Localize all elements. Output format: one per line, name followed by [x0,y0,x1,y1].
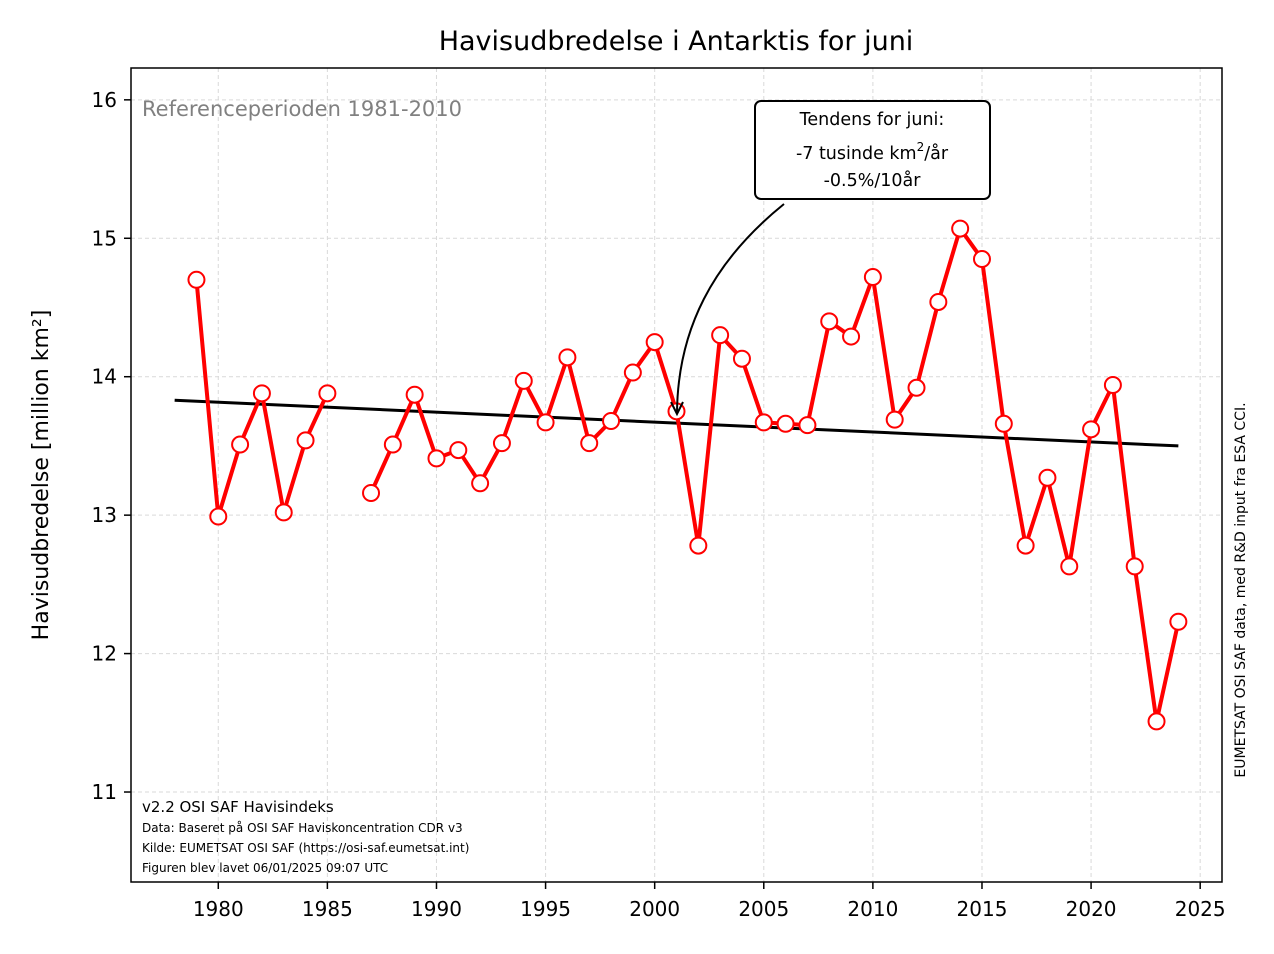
data-point [863,268,882,287]
footer-version: v2.2 OSI SAF Havisindeks [142,798,334,816]
data-point [492,434,511,453]
trend-box-line2-prefix: -7 tusinde km [796,144,917,164]
data-point [362,483,381,502]
data-point [972,250,991,269]
data-point [842,327,861,346]
trend-arrow-head [670,401,684,417]
data-point [231,435,250,454]
data-point [1125,557,1144,576]
y-tick-label: 16 [92,88,117,112]
y-tick-label: 12 [92,642,117,666]
data-point [689,536,708,555]
x-tick-label: 2000 [629,897,680,921]
data-point [798,416,817,435]
data-series [187,219,1188,731]
data-point [1038,468,1057,487]
x-tick-label: 2010 [847,897,898,921]
data-point [820,312,839,331]
x-tick-label: 1995 [520,897,571,921]
data-point [209,507,228,526]
y-tick-label: 13 [92,503,117,527]
data-point [274,503,293,522]
trend-box-line1: Tendens for juni: [799,110,945,130]
trend-box-line2-sup: 2 [917,140,925,154]
data-point [1082,420,1101,439]
data-point [1060,557,1079,576]
x-tick-label: 1990 [411,897,462,921]
data-point [1103,376,1122,395]
data-point [776,414,795,433]
data-point [536,413,555,432]
data-point [754,413,773,432]
data-point [558,348,577,367]
data-point [471,474,490,493]
reference-period-label: Referenceperioden 1981-2010 [142,97,462,121]
y-axis-label: Havisudbredelse [million km²] [29,310,54,641]
footer-created: Figuren blev lavet 06/01/2025 09:07 UTC [142,861,388,875]
trend-box-line3: -0.5%/10år [824,170,922,191]
trend-box [754,100,991,200]
x-tick-label: 2025 [1175,897,1226,921]
series-line [369,226,1181,724]
data-point [1016,536,1035,555]
footer-notes: v2.2 OSI SAF Havisindeks Data: Baseret p… [142,798,469,875]
data-point [383,435,402,454]
x-tick-label: 2020 [1066,897,1117,921]
footer-source: Kilde: EUMETSAT OSI SAF (https://osi-saf… [142,841,469,855]
side-credit: EUMETSAT OSI SAF data, med R&D input fra… [1233,402,1249,777]
data-point [929,292,948,311]
chart-title: Havisudbredelse i Antarktis for juni [439,26,914,57]
data-point [580,434,599,453]
grid-lines [131,68,1222,882]
data-point [318,384,337,403]
data-point [187,270,206,289]
x-tick-label: 1985 [302,897,353,921]
trend-box-line2-suffix: /år [924,143,949,164]
data-point [1169,612,1188,631]
y-tick-label: 15 [92,226,117,250]
data-point [449,441,468,460]
axis-ticks: 1980 1985 1990 1995 2000 2005 2010 2015 2020 2025… [92,88,1226,921]
data-point [711,326,730,345]
y-tick-label: 14 [92,365,117,389]
data-point [1147,712,1166,731]
data-point [994,414,1013,433]
data-point [427,449,446,468]
trend-annotation: Tendens for juni: -7 tusinde km2/år -0.5… [670,100,991,417]
data-point [514,371,533,390]
data-point [885,410,904,429]
trend-box-line2: -7 tusinde km2/år [796,140,949,164]
data-point [951,219,970,238]
trend-arrow [676,203,785,413]
data-point [623,363,642,382]
x-tick-label: 2015 [957,897,1008,921]
data-point [296,431,315,450]
data-point [645,333,664,352]
x-tick-label: 2005 [738,897,789,921]
data-point [732,349,751,368]
data-point [907,378,926,397]
plot-frame [130,67,1223,883]
data-point [602,412,621,431]
footer-data: Data: Baseret på OSI SAF Haviskoncentrat… [142,821,463,835]
data-point [252,384,271,403]
data-point [405,385,424,404]
y-tick-label: 11 [92,780,117,804]
x-tick-label: 1980 [193,897,244,921]
